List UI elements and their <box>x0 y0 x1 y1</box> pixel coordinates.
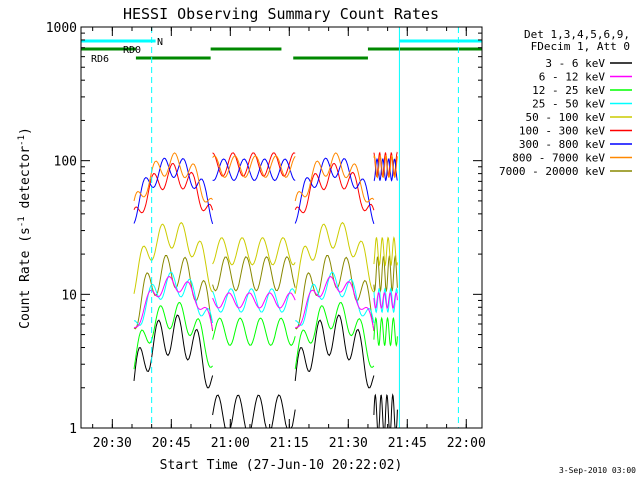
series-line-4 <box>212 288 296 313</box>
series-line-5 <box>133 221 213 294</box>
series-line-5 <box>373 236 398 267</box>
plot-frame <box>80 26 483 429</box>
x-tick-label: 20:30 <box>93 436 132 451</box>
y-tick-label: 10 <box>61 288 77 303</box>
series-line-5 <box>294 221 375 294</box>
series-line-8 <box>212 155 296 178</box>
y-tick-label: 1 <box>69 422 77 437</box>
series-line-6 <box>294 162 375 214</box>
x-tick-label: 21:00 <box>211 436 250 451</box>
series-line-2 <box>295 276 375 330</box>
legend-entry-label: 25 - 50 keV <box>532 98 605 111</box>
legend-entry-label: 12 - 25 keV <box>532 84 605 97</box>
series-line-2 <box>212 292 296 309</box>
flag-label-n: N <box>157 37 163 48</box>
series-line-3 <box>373 316 398 347</box>
series-line-2 <box>133 276 214 330</box>
series-line-7 <box>212 158 296 182</box>
flag-label-rd0: RD0 <box>123 45 141 56</box>
series-line-3 <box>212 317 296 347</box>
series-line-3 <box>294 301 375 370</box>
series-line-7 <box>133 157 214 225</box>
x-tick-label: 21:30 <box>329 436 368 451</box>
series-line-1 <box>133 314 214 389</box>
series-line-1 <box>294 314 375 389</box>
series-line-6 <box>212 152 296 177</box>
y-tick-label: 1000 <box>46 21 77 36</box>
legend-entry-label: 7000 - 20000 keV <box>499 165 605 178</box>
series-line-2 <box>373 291 398 310</box>
x-tick-label: 20:45 <box>152 436 191 451</box>
series-layer <box>133 151 398 429</box>
legend-header: Det 1,3,4,5,6,9, <box>524 28 630 41</box>
footer-date: 3-Sep-2010 03:00 <box>559 466 636 475</box>
series-line-9 <box>212 255 296 292</box>
x-tick-label: 21:15 <box>270 436 309 451</box>
x-tick-label: 21:45 <box>388 436 427 451</box>
x-axis: 20:30 20:45 21:00 21:15 21:30 21:45 22:00 <box>92 27 486 451</box>
flag-layer: N RD0 RD6 <box>80 27 482 428</box>
y-axis: 1 10 100 1000 <box>46 21 482 437</box>
x-tick-label: 22:00 <box>447 436 486 451</box>
chart-title: HESSI Observing Summary Count Rates <box>123 5 439 23</box>
series-line-8 <box>373 154 398 179</box>
series-line-6 <box>133 162 214 214</box>
series-line-8 <box>133 152 213 203</box>
legend-entry-label: 100 - 300 keV <box>519 125 605 138</box>
series-line-3 <box>133 301 213 370</box>
legend-entry-label: 3 - 6 keV <box>545 57 605 70</box>
series-line-7 <box>294 157 375 225</box>
legend-header: FDecim 1, Att 0 <box>531 40 630 53</box>
legend-entry-label: 6 - 12 keV <box>539 71 606 84</box>
flag-label-rd6: RD6 <box>91 54 109 65</box>
legend: Det 1,3,4,5,6,9,FDecim 1, Att 0 3 - 6 keV… <box>499 28 632 178</box>
series-line-9 <box>373 254 398 293</box>
legend-entry-label: 50 - 100 keV <box>526 111 606 124</box>
series-line-8 <box>294 152 375 203</box>
series-line-4 <box>133 271 214 326</box>
series-line-4 <box>295 271 375 326</box>
y-tick-label: 100 <box>54 155 77 170</box>
legend-entry-label: 800 - 7000 keV <box>512 152 605 165</box>
legend-entry-label: 300 - 800 keV <box>519 138 605 151</box>
series-line-5 <box>212 236 296 266</box>
x-axis-label: Start Time (27-Jun-10 20:22:02) <box>160 458 403 473</box>
y-axis-label: Count Rate (s-1 detector-1) <box>17 127 33 329</box>
